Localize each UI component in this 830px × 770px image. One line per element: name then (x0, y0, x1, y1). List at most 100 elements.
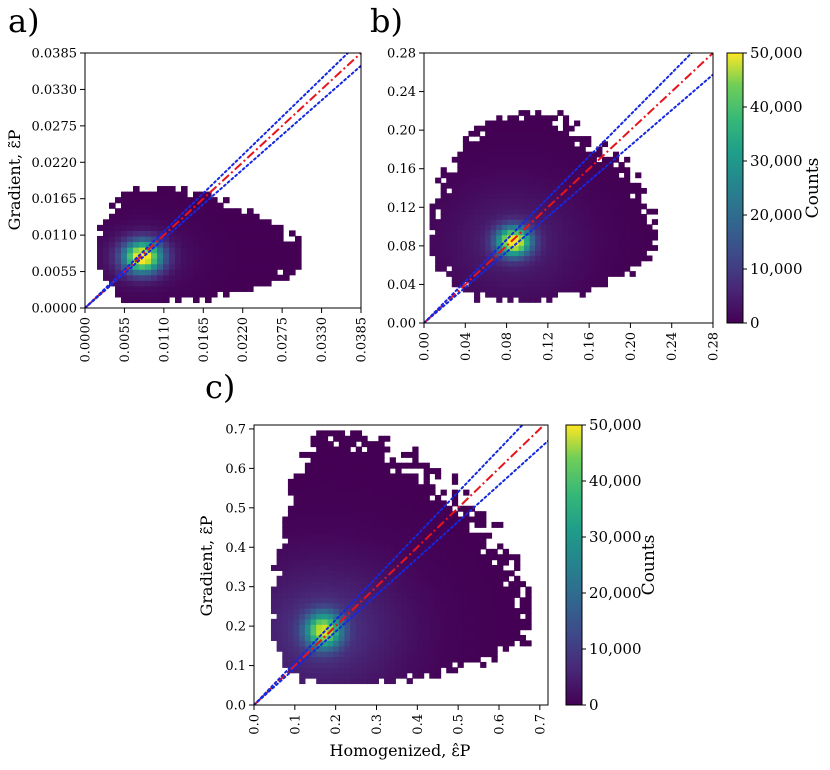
heatmap-cell (568, 177, 575, 184)
heatmap-cell (434, 468, 442, 475)
heatmap-cell (508, 629, 515, 636)
heatmap-cell (321, 521, 329, 528)
heatmap-cell (361, 613, 368, 620)
heatmap-cell (287, 575, 295, 582)
heatmap-cell (350, 435, 357, 442)
heatmap-cell (502, 635, 510, 641)
heatmap-cell (518, 167, 525, 174)
heatmap-cell (618, 188, 625, 194)
heatmap-cell (624, 224, 631, 231)
heatmap-cell (175, 208, 182, 215)
heatmap-cell (304, 516, 312, 523)
heatmap-cell (540, 193, 547, 199)
heatmap-cell (378, 538, 385, 545)
heatmap-cell (579, 229, 586, 236)
heatmap-cell (463, 602, 470, 609)
heatmap-cell (247, 247, 254, 254)
heatmap-cell (468, 640, 476, 647)
colorbar-tick-label: 40,000 (750, 98, 803, 116)
x-tick-label: 0.0110 (157, 317, 172, 363)
heatmap-cell (350, 629, 357, 636)
heatmap-cell (468, 591, 476, 598)
heatmap-cell (590, 172, 597, 179)
heatmap-cell (468, 224, 475, 231)
heatmap-cell (462, 239, 470, 246)
heatmap-cell (338, 457, 346, 464)
heatmap-cell (327, 651, 334, 658)
heatmap-cell (321, 640, 329, 647)
heatmap-cell (270, 635, 278, 641)
heatmap-cell (468, 245, 475, 251)
heatmap-cell (501, 120, 508, 127)
heatmap-cell (265, 241, 272, 248)
x-tick-label: 0.00 (418, 332, 433, 361)
heatmap-cell (259, 280, 266, 287)
heatmap-cell (327, 678, 334, 685)
heatmap-cell (612, 245, 620, 251)
heatmap-cell (282, 532, 289, 539)
heatmap-cell (529, 286, 536, 293)
heatmap-cell (457, 575, 464, 582)
heatmap-cell (440, 213, 447, 220)
heatmap-cell (501, 271, 508, 277)
heatmap-cell (205, 291, 212, 298)
heatmap-cell (525, 618, 532, 625)
heatmap-cell (501, 219, 508, 225)
heatmap-cell (535, 286, 542, 293)
heatmap-cell (350, 667, 357, 674)
heatmap-cell (434, 570, 442, 577)
heatmap-cell (524, 172, 531, 179)
heatmap-cell (434, 602, 442, 609)
heatmap-cell (612, 182, 620, 189)
heatmap-cell (97, 252, 104, 259)
heatmap-cell (412, 451, 419, 458)
heatmap-cell (378, 441, 385, 448)
heatmap-cell (211, 252, 218, 259)
heatmap-cell (474, 651, 481, 658)
heatmap-cell (440, 208, 447, 215)
heatmap-cell (529, 291, 536, 298)
heatmap-cell (490, 291, 497, 298)
heatmap-cell (540, 167, 547, 174)
heatmap-cell (485, 640, 493, 647)
heatmap-cell (355, 645, 363, 652)
heatmap-cell (406, 613, 413, 620)
heatmap-cell (562, 229, 570, 236)
heatmap-cell (145, 296, 152, 304)
heatmap-cell (590, 182, 597, 189)
heatmap-cell (607, 188, 614, 194)
heatmap-cell (265, 263, 272, 270)
heatmap-cell (480, 570, 487, 577)
heatmap-cell (496, 224, 503, 231)
heatmap-cell (501, 177, 508, 184)
heatmap-cell (540, 203, 547, 210)
heatmap-cell (378, 554, 385, 561)
heatmap-cell (479, 260, 486, 267)
heatmap-cell (529, 156, 536, 163)
heatmap-cell (310, 608, 317, 615)
heatmap-cell (282, 543, 289, 550)
heatmap-cell (321, 473, 329, 480)
heatmap-cell (462, 213, 470, 220)
heatmap-cell (590, 260, 597, 267)
heatmap-cell (282, 597, 289, 604)
heatmap-cell (451, 239, 458, 246)
heatmap-cell (529, 182, 536, 189)
heatmap-cell (304, 635, 312, 641)
heatmap-cell (501, 167, 508, 174)
heatmap-cell (446, 516, 453, 523)
heatmap-cell (524, 151, 531, 158)
heatmap-cell (133, 219, 140, 226)
heatmap-cell (468, 219, 475, 225)
heatmap-cell (169, 285, 176, 292)
heatmap-cell (462, 172, 470, 179)
heatmap-cell (406, 651, 413, 658)
heatmap-cell (434, 565, 442, 571)
heatmap-cell (384, 532, 391, 539)
heatmap-cell (287, 651, 295, 658)
heatmap-cell (429, 651, 436, 658)
heatmap-cell (612, 177, 620, 184)
heatmap-cell (518, 198, 525, 205)
heatmap-cell (287, 591, 295, 598)
heatmap-cell (496, 219, 503, 225)
